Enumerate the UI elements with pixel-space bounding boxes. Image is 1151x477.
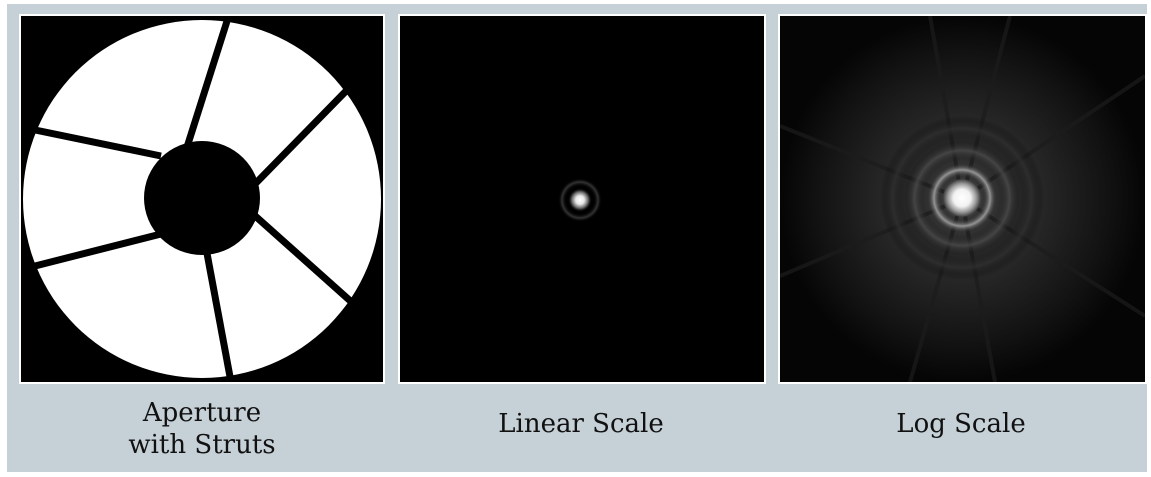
strut-upper-right <box>250 85 352 189</box>
linear-psf <box>400 16 764 382</box>
strut-top <box>177 16 232 168</box>
caption-linear-scale: Linear Scale <box>398 408 764 440</box>
caption-linear-line-1: Linear Scale <box>498 409 664 439</box>
log-airy-core <box>943 179 981 217</box>
strut-lower-left <box>34 230 162 270</box>
aperture-diagram <box>21 16 383 382</box>
linear-airy-core <box>568 188 592 212</box>
caption-log-line-1: Log Scale <box>896 409 1026 439</box>
central-obstruction <box>144 141 260 255</box>
log-scale-image <box>778 14 1147 384</box>
figure-frame: Aperture with Struts Linear Scale Log Sc… <box>7 4 1147 472</box>
log-psf <box>780 16 1145 382</box>
caption-aperture: Aperture with Struts <box>19 397 385 461</box>
strut-lower-right <box>250 211 359 309</box>
strut-group <box>34 16 359 382</box>
caption-log-scale: Log Scale <box>778 408 1144 440</box>
aperture-image <box>19 14 385 384</box>
strut-bottom <box>202 247 235 382</box>
strut-upper-left <box>34 126 162 160</box>
linear-scale-image <box>398 14 766 384</box>
caption-aperture-line-1: Aperture <box>142 398 262 428</box>
caption-aperture-line-2: with Struts <box>128 430 276 460</box>
